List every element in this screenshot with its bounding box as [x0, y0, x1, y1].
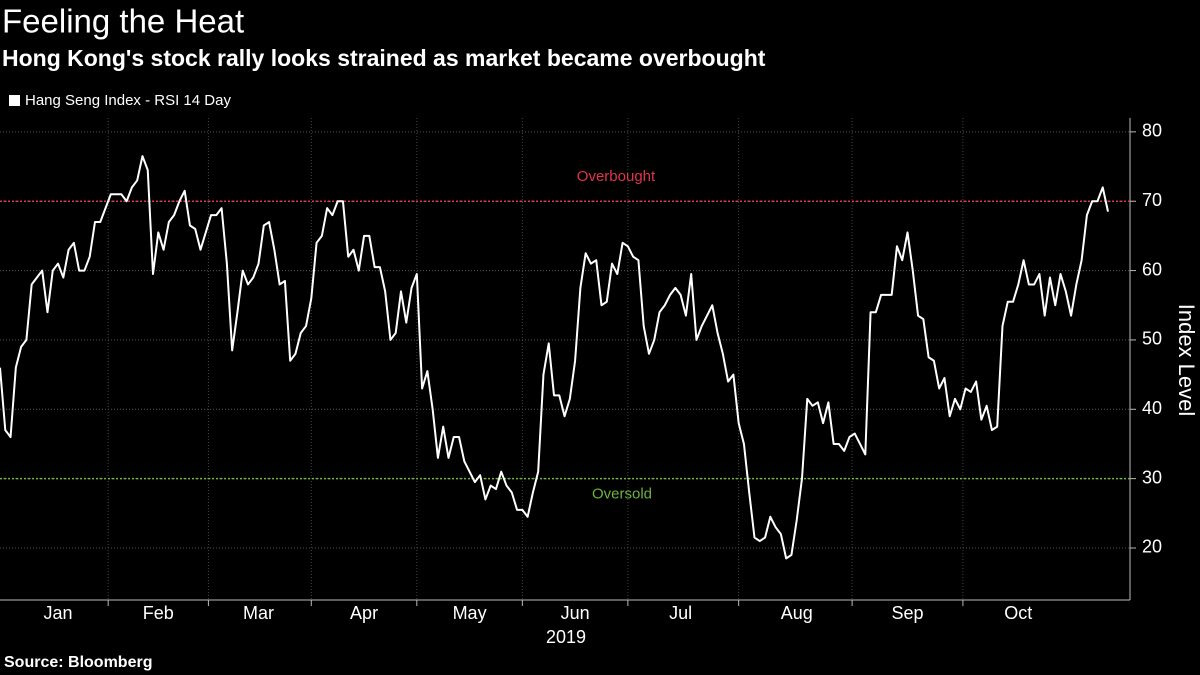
chart-subtitle: Hong Kong's stock rally looks strained a…: [2, 45, 766, 71]
y-tick-label: 40: [1142, 398, 1162, 418]
x-axis-label: 2019: [546, 627, 586, 647]
y-tick-label: 30: [1142, 467, 1162, 487]
x-tick-label: Aug: [781, 603, 813, 623]
x-tick-label: Sep: [891, 603, 923, 623]
x-tick-label: May: [453, 603, 487, 623]
x-tick-label: Oct: [1004, 603, 1032, 623]
data-line: [0, 155, 1109, 560]
chart-title: Feeling the Heat: [2, 3, 244, 40]
legend-swatch: [9, 95, 20, 106]
source: Source: Bloomberg: [4, 654, 152, 671]
y-tick-label: 20: [1142, 537, 1162, 557]
x-tick-label: Feb: [143, 603, 174, 623]
x-tick-label: Apr: [350, 603, 378, 623]
x-tick-label: Mar: [243, 603, 274, 623]
y-tick-label: 70: [1142, 190, 1162, 210]
reference-label: Oversold: [592, 486, 652, 503]
y-tick-label: 80: [1142, 121, 1162, 141]
x-tick-label: Jul: [669, 603, 692, 623]
reference-label: Overbought: [577, 168, 656, 185]
y-axis-label: Index Level: [1174, 304, 1199, 417]
legend-label: Hang Seng Index - RSI 14 Day: [25, 92, 231, 109]
x-tick-label: Jun: [561, 603, 590, 623]
y-tick-label: 60: [1142, 259, 1162, 279]
x-tick-label: Jan: [44, 603, 73, 623]
y-tick-label: 50: [1142, 329, 1162, 349]
